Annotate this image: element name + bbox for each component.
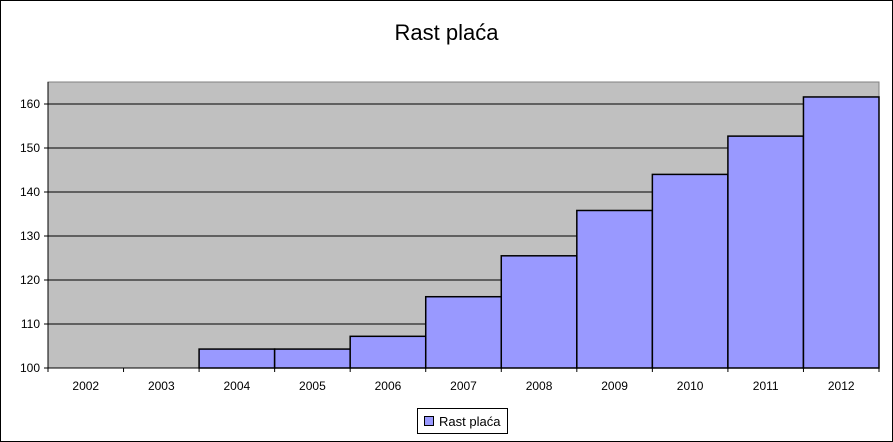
y-tick-label: 140 (20, 185, 40, 199)
x-tick-label: 2009 (601, 379, 628, 393)
x-tick-label: 2012 (828, 379, 855, 393)
bar (802, 96, 880, 369)
y-tick-label: 160 (20, 97, 40, 111)
bar (424, 295, 503, 369)
x-tick-label: 2006 (375, 379, 402, 393)
x-tick-label: 2005 (299, 379, 326, 393)
axes: 100 110 120 130 140 150 160 2002 2003 2004 2005 200… (20, 82, 880, 393)
x-tick-label: 2004 (224, 379, 251, 393)
bar (727, 135, 805, 369)
y-tick-label: 130 (20, 229, 40, 243)
chart-title: Rast plaća (394, 20, 499, 45)
x-tick-label: 2002 (72, 379, 99, 393)
bar (651, 173, 729, 369)
y-tick-label: 110 (21, 317, 40, 331)
bar (349, 335, 427, 369)
bar (576, 209, 654, 369)
bar (198, 348, 276, 369)
y-tick-label: 100 (20, 361, 40, 375)
legend: Rast plaća (417, 408, 508, 434)
bars (198, 96, 880, 369)
y-tick-label: 120 (20, 273, 40, 287)
bar (273, 348, 351, 369)
bar (500, 255, 578, 369)
x-tick-label: 2003 (148, 379, 175, 393)
y-tick-label: 150 (20, 141, 40, 155)
x-tick-label: 2010 (677, 379, 704, 393)
x-tick-label: 2008 (526, 379, 553, 393)
x-tick-label: 2007 (450, 379, 477, 393)
legend-label: Rast plaća (439, 413, 501, 429)
legend-swatch (424, 416, 434, 426)
x-tick-label: 2011 (753, 379, 779, 393)
